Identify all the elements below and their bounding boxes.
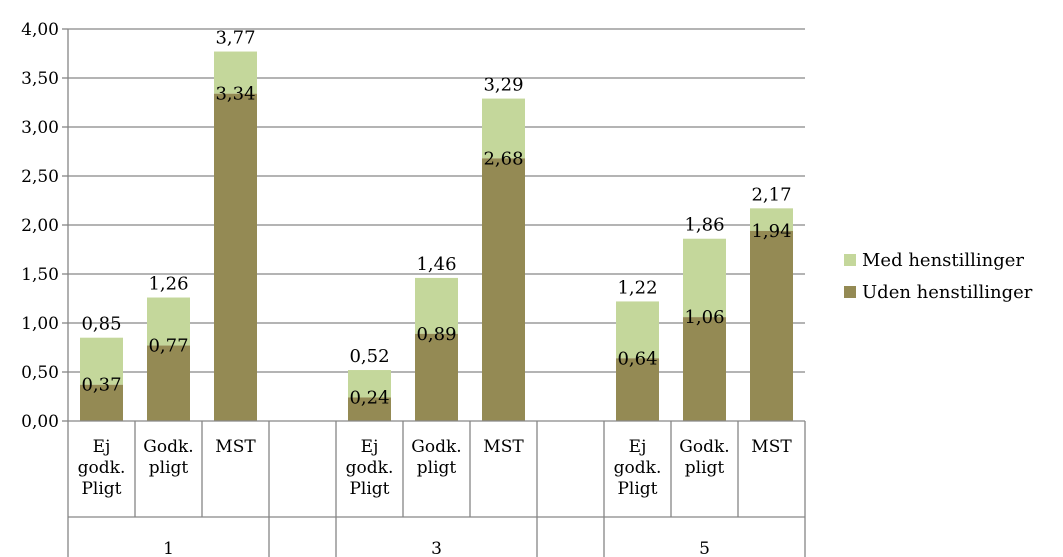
x-category-label-line: pligt	[149, 458, 189, 478]
y-tick-label: 1,50	[21, 265, 59, 285]
data-label-total: 3,77	[215, 28, 255, 49]
x-category-label: Ej godk. Pligt	[78, 437, 126, 499]
gridlines	[68, 28, 805, 373]
data-label-total: 0,85	[81, 314, 121, 335]
bar-med-henstillinger	[482, 98, 525, 159]
data-label-lower: 3,34	[215, 84, 255, 105]
data-label-lower: 0,37	[81, 375, 121, 396]
bar-med-henstillinger	[415, 277, 458, 334]
data-label-total: 1,22	[617, 277, 657, 298]
x-group-label: 5	[699, 539, 710, 557]
bar-uden-henstillinger	[616, 358, 659, 421]
x-category-label-line: godk.	[78, 458, 126, 478]
bar-uden-henstillinger	[482, 158, 525, 422]
bars	[80, 51, 793, 422]
y-tick-label: 1,00	[21, 314, 59, 334]
bar-med-henstillinger	[348, 370, 391, 398]
data-label-lower: 0,89	[416, 324, 456, 345]
data-label-lower: 0,24	[349, 387, 389, 408]
x-category-label-line: godk.	[614, 458, 662, 478]
data-labels: 0,85 0,37 1,26 0,77 3,77 3,34 0,52 0,24 1,46 0,89…	[81, 28, 791, 409]
bar-med-henstillinger	[80, 337, 123, 385]
y-tick-label: 0,00	[21, 412, 59, 432]
bar-uden-henstillinger	[214, 93, 257, 422]
x-category-label-line: Ej	[93, 437, 111, 457]
legend-label: Uden henstillinger	[862, 282, 1033, 303]
data-label-lower: 1,94	[751, 221, 791, 242]
y-tick-label: 2,50	[21, 167, 59, 187]
x-category-label: MST	[483, 437, 524, 457]
x-category-label-line: MST	[483, 437, 524, 457]
data-label-total: 1,26	[148, 274, 188, 295]
x-category-label-line: Ej	[361, 437, 379, 457]
bar-uden-henstillinger	[80, 384, 123, 421]
x-category-label: Ej godk. Pligt	[346, 437, 394, 499]
x-category-label-line: godk.	[346, 458, 394, 478]
data-label-total: 3,29	[483, 75, 523, 96]
y-tick-label: 4,00	[21, 20, 59, 40]
data-label-total: 0,52	[349, 346, 389, 367]
bar-uden-henstillinger	[415, 333, 458, 421]
x-category-label-line: pligt	[417, 458, 457, 478]
data-label-lower: 1,06	[684, 307, 724, 328]
x-category-label: Ej godk. Pligt	[614, 437, 662, 499]
x-category-label-line: Pligt	[617, 479, 657, 499]
legend-swatch	[844, 254, 856, 266]
x-category-label-line: pligt	[685, 458, 725, 478]
x-category-label-line: Godk.	[679, 437, 729, 457]
data-label-lower: 2,68	[483, 148, 523, 169]
legend: Med henstillinger Uden henstillinger	[844, 250, 1033, 303]
x-group-label: 1	[163, 539, 174, 557]
x-category-label-line: Godk.	[411, 437, 461, 457]
bar-med-henstillinger	[616, 301, 659, 359]
bar-med-henstillinger	[214, 51, 257, 94]
x-category-label-line: MST	[751, 437, 792, 457]
y-tick-label: 0,50	[21, 363, 59, 383]
y-tick-labels: 0,00 0,50 1,00 1,50 2,00 2,50 3,00 3,50 4,00	[21, 20, 59, 432]
data-label-total: 2,17	[751, 184, 791, 205]
data-label-lower: 0,64	[617, 348, 657, 369]
bar-uden-henstillinger	[750, 230, 793, 421]
y-tick-label: 3,50	[21, 69, 59, 89]
bar-uden-henstillinger	[147, 345, 190, 421]
legend-swatch	[844, 286, 856, 298]
y-tick-label: 2,00	[21, 216, 59, 236]
x-category-label-line: Pligt	[349, 479, 389, 499]
x-category-label: Godk. pligt	[143, 437, 193, 478]
x-category-label: MST	[751, 437, 792, 457]
x-category-label-line: Godk.	[143, 437, 193, 457]
x-category-label-line: MST	[215, 437, 256, 457]
bar-med-henstillinger	[147, 297, 190, 346]
x-group-label: 3	[431, 539, 442, 557]
bar-med-henstillinger	[750, 208, 793, 231]
x-category-label: MST	[215, 437, 256, 457]
x-category-label-line: Pligt	[81, 479, 121, 499]
y-tick-label: 3,00	[21, 118, 59, 138]
bar-uden-henstillinger	[348, 397, 391, 421]
legend-label: Med henstillinger	[862, 250, 1024, 271]
bar-uden-henstillinger	[683, 317, 726, 421]
data-label-total: 1,86	[684, 215, 724, 236]
x-category-label-line: Ej	[629, 437, 647, 457]
x-category-label: Godk. pligt	[679, 437, 729, 478]
bar-med-henstillinger	[683, 238, 726, 318]
data-label-total: 1,46	[416, 254, 456, 275]
x-category-label: Godk. pligt	[411, 437, 461, 478]
data-label-lower: 0,77	[148, 336, 188, 357]
axes	[62, 28, 806, 557]
